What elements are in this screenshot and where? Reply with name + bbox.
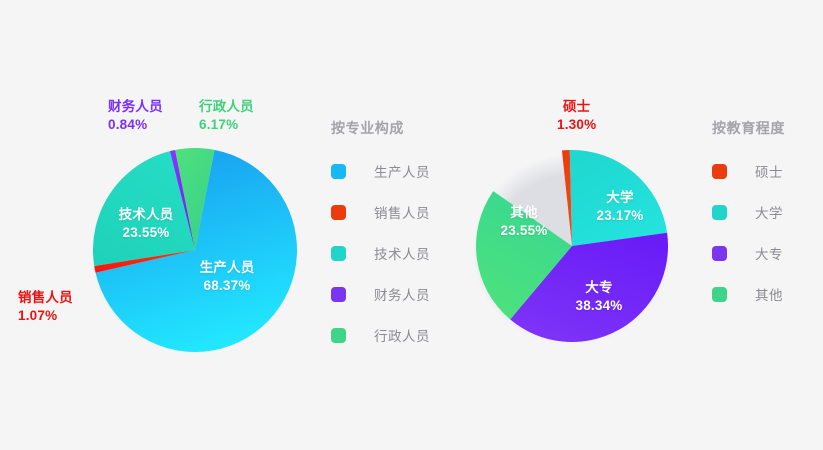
- legend-swatch-icon: [331, 245, 346, 261]
- slice-label-production-value: 68.37%: [203, 278, 251, 293]
- legend-item-3[interactable]: 财务人员: [331, 283, 430, 305]
- legend-item-1[interactable]: 大学: [712, 201, 785, 223]
- legend-swatch-icon: [331, 327, 346, 343]
- callout-sales: 销售人员 1.07%: [18, 289, 73, 325]
- legend-item-0[interactable]: 生产人员: [331, 160, 430, 182]
- callout-master-value: 1.30%: [557, 116, 597, 132]
- callout-admin: 行政人员 6.17%: [199, 98, 254, 134]
- legend-item-label: 行政人员: [374, 329, 430, 344]
- legend-item-label: 销售人员: [374, 206, 430, 221]
- pie-svg-by-education: [472, 150, 672, 346]
- slice-label-technical-name: 技术人员: [118, 207, 174, 223]
- callout-finance: 财务人员 0.84%: [108, 98, 163, 134]
- legend-item-label: 其他: [755, 288, 783, 303]
- legend-item-label: 大学: [755, 206, 783, 221]
- legend-swatch-icon: [712, 245, 727, 261]
- legend-swatch-icon: [712, 163, 727, 179]
- callout-admin-name: 行政人员: [199, 99, 254, 114]
- legend-swatch-icon: [331, 163, 346, 179]
- slice-label-technical: 技术人员 23.55%: [119, 206, 174, 242]
- legend-items-by-profession: 生产人员销售人员技术人员财务人员行政人员: [331, 160, 430, 346]
- callout-sales-value: 1.07%: [18, 307, 58, 323]
- callout-finance-name: 财务人员: [108, 99, 163, 114]
- slice-label-other-value: 23.55%: [500, 223, 548, 238]
- callout-sales-name: 销售人员: [18, 290, 73, 305]
- slice-label-production: 生产人员 68.37%: [200, 259, 255, 295]
- pie-slice-硕士[interactable]: [561, 150, 572, 246]
- slice-label-technical-value: 23.55%: [122, 225, 170, 240]
- pie-slices-by-education: [476, 150, 669, 343]
- legend-item-label: 技术人员: [374, 247, 430, 262]
- legend-item-0[interactable]: 硕士: [712, 160, 785, 182]
- pie-slice-销售人员[interactable]: [94, 250, 195, 273]
- legend-item-2[interactable]: 技术人员: [331, 242, 430, 264]
- legend-title-by-profession: 按专业构成: [331, 120, 404, 136]
- callout-finance-value: 0.84%: [108, 116, 148, 132]
- pie-svg-by-profession: [91, 148, 299, 354]
- slice-label-production-name: 生产人员: [199, 260, 255, 276]
- pie-slice-大学[interactable]: [569, 150, 668, 246]
- callout-admin-value: 6.17%: [199, 116, 239, 132]
- legend-by-education: 按教育程度 硕士大学大专其他: [712, 118, 785, 324]
- legend-swatch-icon: [712, 286, 727, 302]
- pie-slice-大专[interactable]: [510, 232, 669, 343]
- legend-item-4[interactable]: 行政人员: [331, 324, 430, 346]
- legend-item-label: 生产人员: [374, 165, 430, 180]
- callout-master: 硕士 1.30%: [557, 98, 596, 134]
- slice-label-college-name: 大专: [585, 280, 613, 296]
- pie-graphic-by-profession: [91, 146, 299, 354]
- callout-master-name: 硕士: [562, 99, 591, 114]
- legend-swatch-icon: [712, 204, 727, 220]
- slice-label-university-name: 大学: [606, 190, 634, 206]
- pie-chart-by-profession: 财务人员 0.84% 行政人员 6.17% 销售人员 1.07% 技术人员 23…: [18, 98, 430, 365]
- pie-slice-技术人员[interactable]: [92, 151, 195, 266]
- slice-label-university-value: 23.17%: [596, 208, 644, 223]
- legend-by-profession: 按专业构成 生产人员销售人员技术人员财务人员行政人员: [331, 118, 430, 365]
- slice-label-other-name: 其他: [510, 205, 538, 221]
- legend-item-2[interactable]: 大专: [712, 242, 785, 264]
- slice-label-university: 大学 23.17%: [597, 189, 644, 225]
- legend-swatch-icon: [331, 286, 346, 302]
- legend-items-by-education: 硕士 大学 大专 其他: [712, 160, 785, 305]
- pie-slice-行政人员[interactable]: [175, 148, 215, 250]
- pie-slices-by-profession: [92, 148, 297, 352]
- pie-chart-by-education: 硕士 1.30% 其他 23.55% 大学 23.17% 大专 38.34% 按…: [440, 0, 823, 450]
- legend-title-by-education: 按教育程度: [712, 120, 785, 136]
- legend-item-3[interactable]: 其他: [712, 283, 785, 305]
- slice-label-other: 其他 23.55%: [501, 204, 548, 240]
- legend-item-1[interactable]: 销售人员: [331, 201, 430, 223]
- slice-label-college: 大专 38.34%: [576, 279, 623, 315]
- legend-item-label: 大专: [755, 247, 783, 262]
- legend-swatch-icon: [331, 204, 346, 220]
- pie-slice-生产人员[interactable]: [95, 149, 297, 352]
- pie-slice-其他[interactable]: [476, 191, 572, 320]
- pie-slice-财务人员[interactable]: [169, 149, 195, 250]
- legend-item-label: 硕士: [755, 165, 783, 180]
- pie-graphic-by-education: [472, 146, 672, 346]
- slice-label-college-value: 38.34%: [575, 298, 623, 313]
- legend-item-label: 财务人员: [374, 288, 430, 303]
